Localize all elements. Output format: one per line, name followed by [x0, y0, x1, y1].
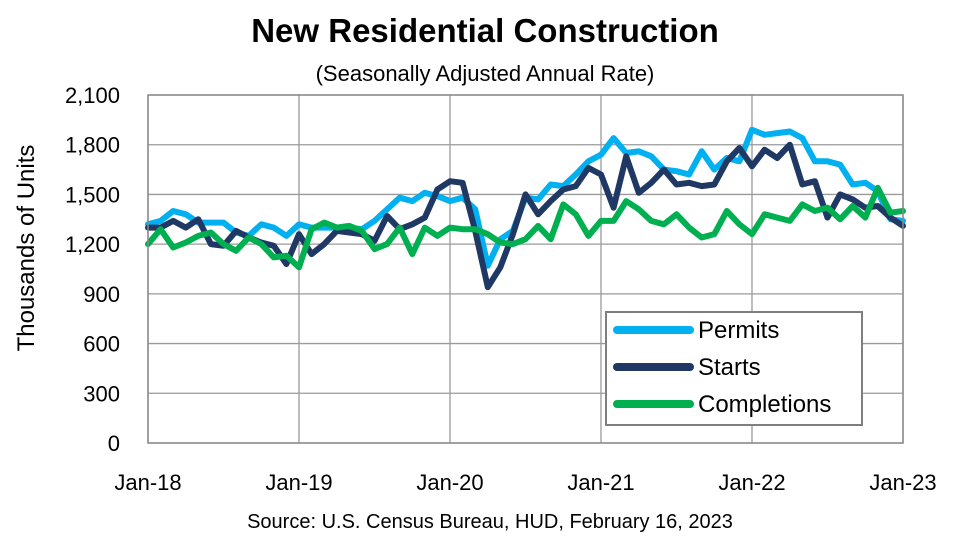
legend: Permits Starts Completions	[605, 311, 863, 426]
plot-frame	[147, 94, 904, 444]
y-tick-label: 600	[83, 332, 120, 357]
legend-label-completions: Completions	[698, 391, 831, 418]
y-tick-label: 1,200	[65, 232, 120, 257]
y-axis-ticks: 0 300 600 900 1,200 1,500 1,800 2,100	[65, 83, 120, 456]
chart-title: New Residential Construction	[251, 12, 719, 49]
y-tick-label: 0	[108, 431, 120, 456]
series-lines	[145, 126, 906, 291]
y-axis-label: Thousands of Units	[13, 145, 40, 352]
y-tick-label: 1,500	[65, 182, 120, 207]
y-tick-label: 900	[83, 282, 120, 307]
x-axis-ticks: Jan-18 Jan-19 Jan-20 Jan-21 Jan-22 Jan-23	[114, 470, 936, 495]
y-tick-label: 2,100	[65, 83, 120, 108]
x-tick-label: Jan-21	[567, 470, 634, 495]
source-note: Source: U.S. Census Bureau, HUD, Februar…	[247, 511, 733, 533]
series-line-starts	[145, 141, 906, 291]
series-line-completions	[145, 184, 906, 271]
chart-subtitle: (Seasonally Adjusted Annual Rate)	[316, 61, 655, 86]
y-tick-label: 1,800	[65, 133, 120, 158]
x-tick-label: Jan-18	[114, 470, 181, 495]
legend-label-permits: Permits	[698, 317, 779, 344]
x-tick-label: Jan-20	[416, 470, 483, 495]
x-tick-label: Jan-22	[718, 470, 785, 495]
x-tick-label: Jan-19	[265, 470, 332, 495]
y-tick-label: 300	[83, 381, 120, 406]
x-tick-label: Jan-23	[869, 470, 936, 495]
legend-label-starts: Starts	[698, 354, 761, 381]
